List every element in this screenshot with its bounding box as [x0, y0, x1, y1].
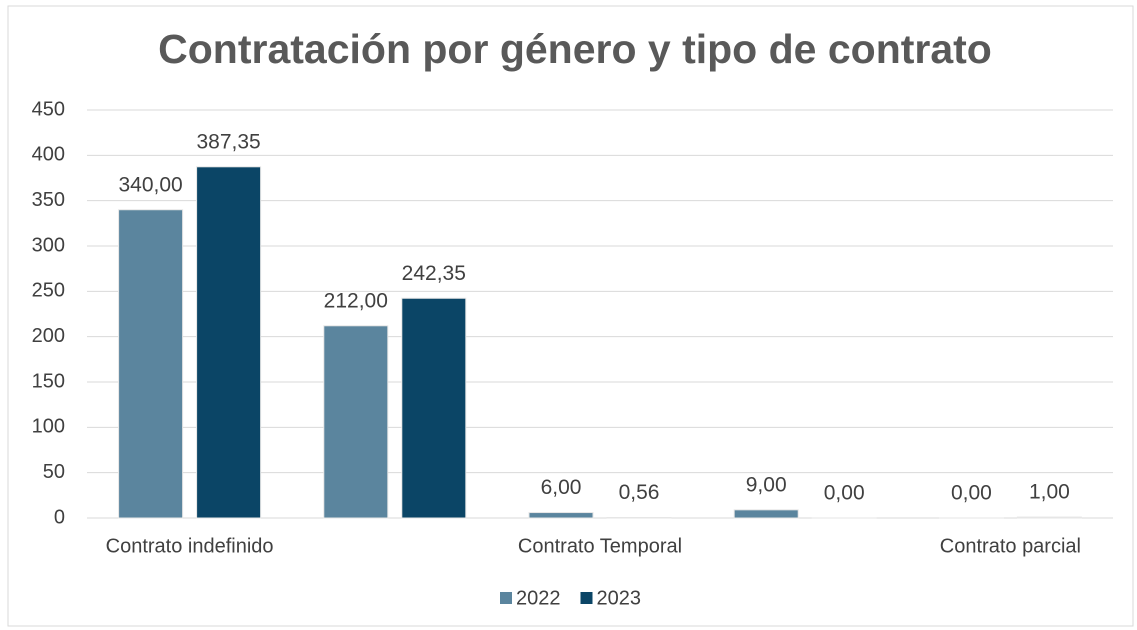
data-label: 0,00 [824, 482, 865, 505]
legend-label: 2022 [516, 587, 561, 609]
data-label: 0,00 [951, 482, 992, 505]
y-tick-label: 100 [32, 416, 65, 438]
data-label: 6,00 [541, 476, 582, 499]
x-tick-label: Contrato Temporal [518, 535, 682, 557]
y-tick-label: 50 [43, 461, 65, 483]
y-tick-label: 250 [32, 280, 65, 302]
bar [606, 516, 672, 519]
data-label: 387,35 [196, 130, 260, 153]
y-tick-label: 450 [32, 98, 65, 120]
legend-swatch [580, 592, 593, 604]
y-tick-label: 150 [32, 370, 65, 392]
data-label: 212,00 [324, 289, 388, 312]
data-label: 0,56 [619, 481, 660, 504]
data-label: 340,00 [118, 173, 182, 196]
y-tick-label: 0 [54, 506, 65, 528]
y-tick-label: 350 [32, 189, 65, 211]
data-label: 1,00 [1029, 481, 1070, 504]
bar [401, 297, 467, 519]
y-tick-label: 400 [32, 144, 65, 166]
bar [323, 325, 389, 519]
legend-label: 2023 [597, 587, 642, 609]
bar [733, 509, 799, 519]
y-tick-label: 300 [32, 234, 65, 256]
bar [118, 209, 184, 519]
bar [528, 512, 594, 519]
legend-swatch [500, 592, 512, 604]
x-tick-label: Contrato indefinido [106, 535, 274, 557]
bar [1016, 516, 1082, 519]
bar [196, 166, 262, 519]
y-tick-label: 200 [32, 325, 65, 347]
chart-border [7, 5, 1134, 627]
data-label: 9,00 [746, 473, 787, 496]
x-tick-label: Contrato parcial [940, 535, 1081, 557]
data-label: 242,35 [402, 262, 466, 285]
chart-title: Contratación por género y tipo de contra… [158, 26, 992, 72]
